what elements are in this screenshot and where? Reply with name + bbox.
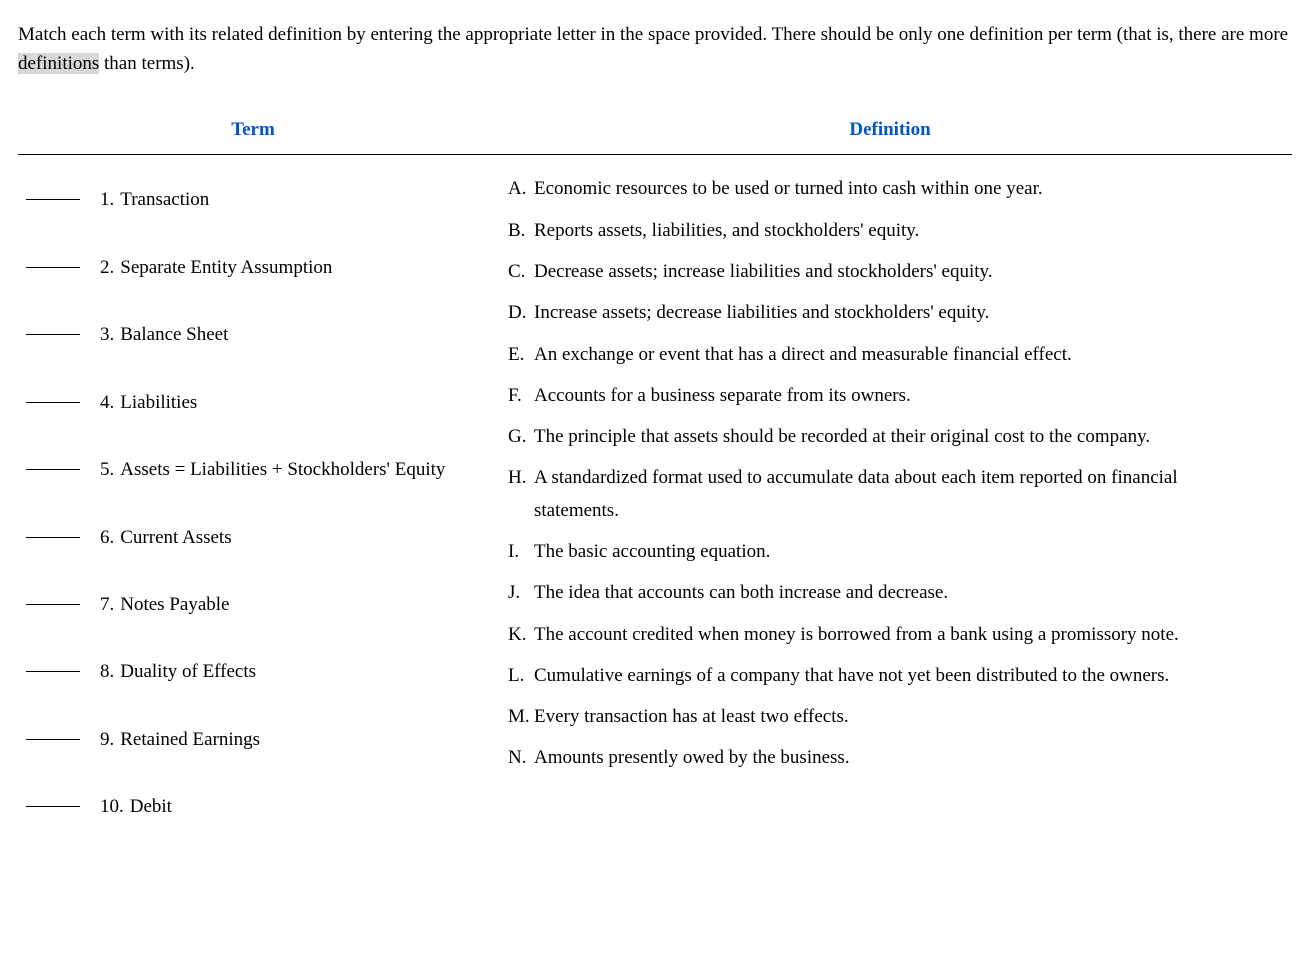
- term-number: 2.: [100, 253, 114, 282]
- instructions-highlighted-word: definitions: [18, 53, 99, 74]
- term-item: 5.Assets = Liabilities + Stockholders' E…: [26, 455, 488, 484]
- definition-letter: L.: [508, 660, 534, 692]
- definition-item: A.Economic resources to be used or turne…: [508, 173, 1262, 205]
- definition-text: Cumulative earnings of a company that ha…: [534, 660, 1262, 692]
- definition-item: B.Reports assets, liabilities, and stock…: [508, 215, 1262, 247]
- answer-blank[interactable]: [26, 267, 80, 268]
- answer-blank[interactable]: [26, 671, 80, 672]
- table-header-row: Term Definition: [18, 115, 1292, 155]
- definition-letter: I.: [508, 536, 534, 568]
- term-item: 9.Retained Earnings: [26, 725, 488, 754]
- term-item: 4.Liabilities: [26, 388, 488, 417]
- definition-letter: B.: [508, 215, 534, 247]
- definition-text: The principle that assets should be reco…: [534, 421, 1262, 453]
- definition-item: N.Amounts presently owed by the business…: [508, 742, 1262, 774]
- term-text: Notes Payable: [120, 590, 488, 619]
- term-text: Separate Entity Assumption: [120, 253, 488, 282]
- term-number: 1.: [100, 185, 114, 214]
- answer-blank[interactable]: [26, 199, 80, 200]
- instructions-pre: Match each term with its related definit…: [18, 24, 1288, 45]
- term-number: 4.: [100, 388, 114, 417]
- answer-blank[interactable]: [26, 806, 80, 807]
- definition-letter: D.: [508, 297, 534, 329]
- definition-item: J.The idea that accounts can both increa…: [508, 577, 1262, 609]
- definitions-column: A.Economic resources to be used or turne…: [488, 173, 1292, 783]
- term-item: 8.Duality of Effects: [26, 657, 488, 686]
- definition-item: F.Accounts for a business separate from …: [508, 380, 1262, 412]
- definition-letter: C.: [508, 256, 534, 288]
- term-item: 7.Notes Payable: [26, 590, 488, 619]
- definition-text: Accounts for a business separate from it…: [534, 380, 1262, 412]
- definition-letter: K.: [508, 619, 534, 651]
- term-text: Assets = Liabilities + Stockholders' Equ…: [120, 455, 488, 484]
- definition-letter: E.: [508, 339, 534, 371]
- answer-blank[interactable]: [26, 334, 80, 335]
- term-text: Duality of Effects: [120, 657, 488, 686]
- term-header: Term: [18, 115, 488, 144]
- term-number: 7.: [100, 590, 114, 619]
- definition-text: The idea that accounts can both increase…: [534, 577, 1262, 609]
- definition-item: D.Increase assets; decrease liabilities …: [508, 297, 1262, 329]
- definition-item: I.The basic accounting equation.: [508, 536, 1262, 568]
- definition-letter: J.: [508, 577, 534, 609]
- term-number: 3.: [100, 320, 114, 349]
- definition-letter: H.: [508, 462, 534, 494]
- term-number: 6.: [100, 523, 114, 552]
- definition-text: Decrease assets; increase liabilities an…: [534, 256, 1262, 288]
- definition-text: A standardized format used to accumulate…: [534, 462, 1262, 527]
- definition-item: E.An exchange or event that has a direct…: [508, 339, 1262, 371]
- answer-blank[interactable]: [26, 469, 80, 470]
- term-item: 10.Debit: [26, 792, 488, 821]
- term-text: Balance Sheet: [120, 320, 488, 349]
- term-text: Retained Earnings: [120, 725, 488, 754]
- term-item: 2.Separate Entity Assumption: [26, 253, 488, 282]
- matching-table: Term Definition 1.Transaction 2.Separate …: [18, 115, 1292, 860]
- answer-blank[interactable]: [26, 402, 80, 403]
- term-item: 6.Current Assets: [26, 523, 488, 552]
- answer-blank[interactable]: [26, 604, 80, 605]
- definition-item: H.A standardized format used to accumula…: [508, 462, 1262, 527]
- definition-item: L.Cumulative earnings of a company that …: [508, 660, 1262, 692]
- term-number: 5.: [100, 455, 114, 484]
- definition-letter: N.: [508, 742, 534, 774]
- definition-letter: G.: [508, 421, 534, 453]
- definition-item: M.Every transaction has at least two eff…: [508, 701, 1262, 733]
- definition-item: G.The principle that assets should be re…: [508, 421, 1262, 453]
- term-text: Liabilities: [120, 388, 488, 417]
- term-text: Debit: [130, 792, 488, 821]
- term-text: Transaction: [120, 185, 488, 214]
- content-row: 1.Transaction 2.Separate Entity Assumptio…: [18, 173, 1292, 859]
- definition-letter: M.: [508, 701, 534, 733]
- term-text: Current Assets: [120, 523, 488, 552]
- definition-item: C.Decrease assets; increase liabilities …: [508, 256, 1262, 288]
- definition-letter: F.: [508, 380, 534, 412]
- answer-blank[interactable]: [26, 537, 80, 538]
- definition-text: Amounts presently owed by the business.: [534, 742, 1262, 774]
- term-item: 1.Transaction: [26, 185, 488, 214]
- answer-blank[interactable]: [26, 739, 80, 740]
- definition-text: The account credited when money is borro…: [534, 619, 1262, 651]
- definition-text: Every transaction has at least two effec…: [534, 701, 1262, 733]
- term-number: 10.: [100, 792, 124, 821]
- instructions-post: than terms).: [99, 53, 195, 74]
- term-number: 9.: [100, 725, 114, 754]
- definition-item: K.The account credited when money is bor…: [508, 619, 1262, 651]
- term-number: 8.: [100, 657, 114, 686]
- definition-text: Economic resources to be used or turned …: [534, 173, 1262, 205]
- definition-letter: A.: [508, 173, 534, 205]
- instructions-paragraph: Match each term with its related definit…: [18, 20, 1292, 79]
- definition-text: The basic accounting equation.: [534, 536, 1262, 568]
- terms-column: 1.Transaction 2.Separate Entity Assumptio…: [18, 173, 488, 859]
- definition-text: Increase assets; decrease liabilities an…: [534, 297, 1262, 329]
- definition-header: Definition: [488, 115, 1292, 144]
- term-item: 3.Balance Sheet: [26, 320, 488, 349]
- definition-text: Reports assets, liabilities, and stockho…: [534, 215, 1262, 247]
- definition-text: An exchange or event that has a direct a…: [534, 339, 1262, 371]
